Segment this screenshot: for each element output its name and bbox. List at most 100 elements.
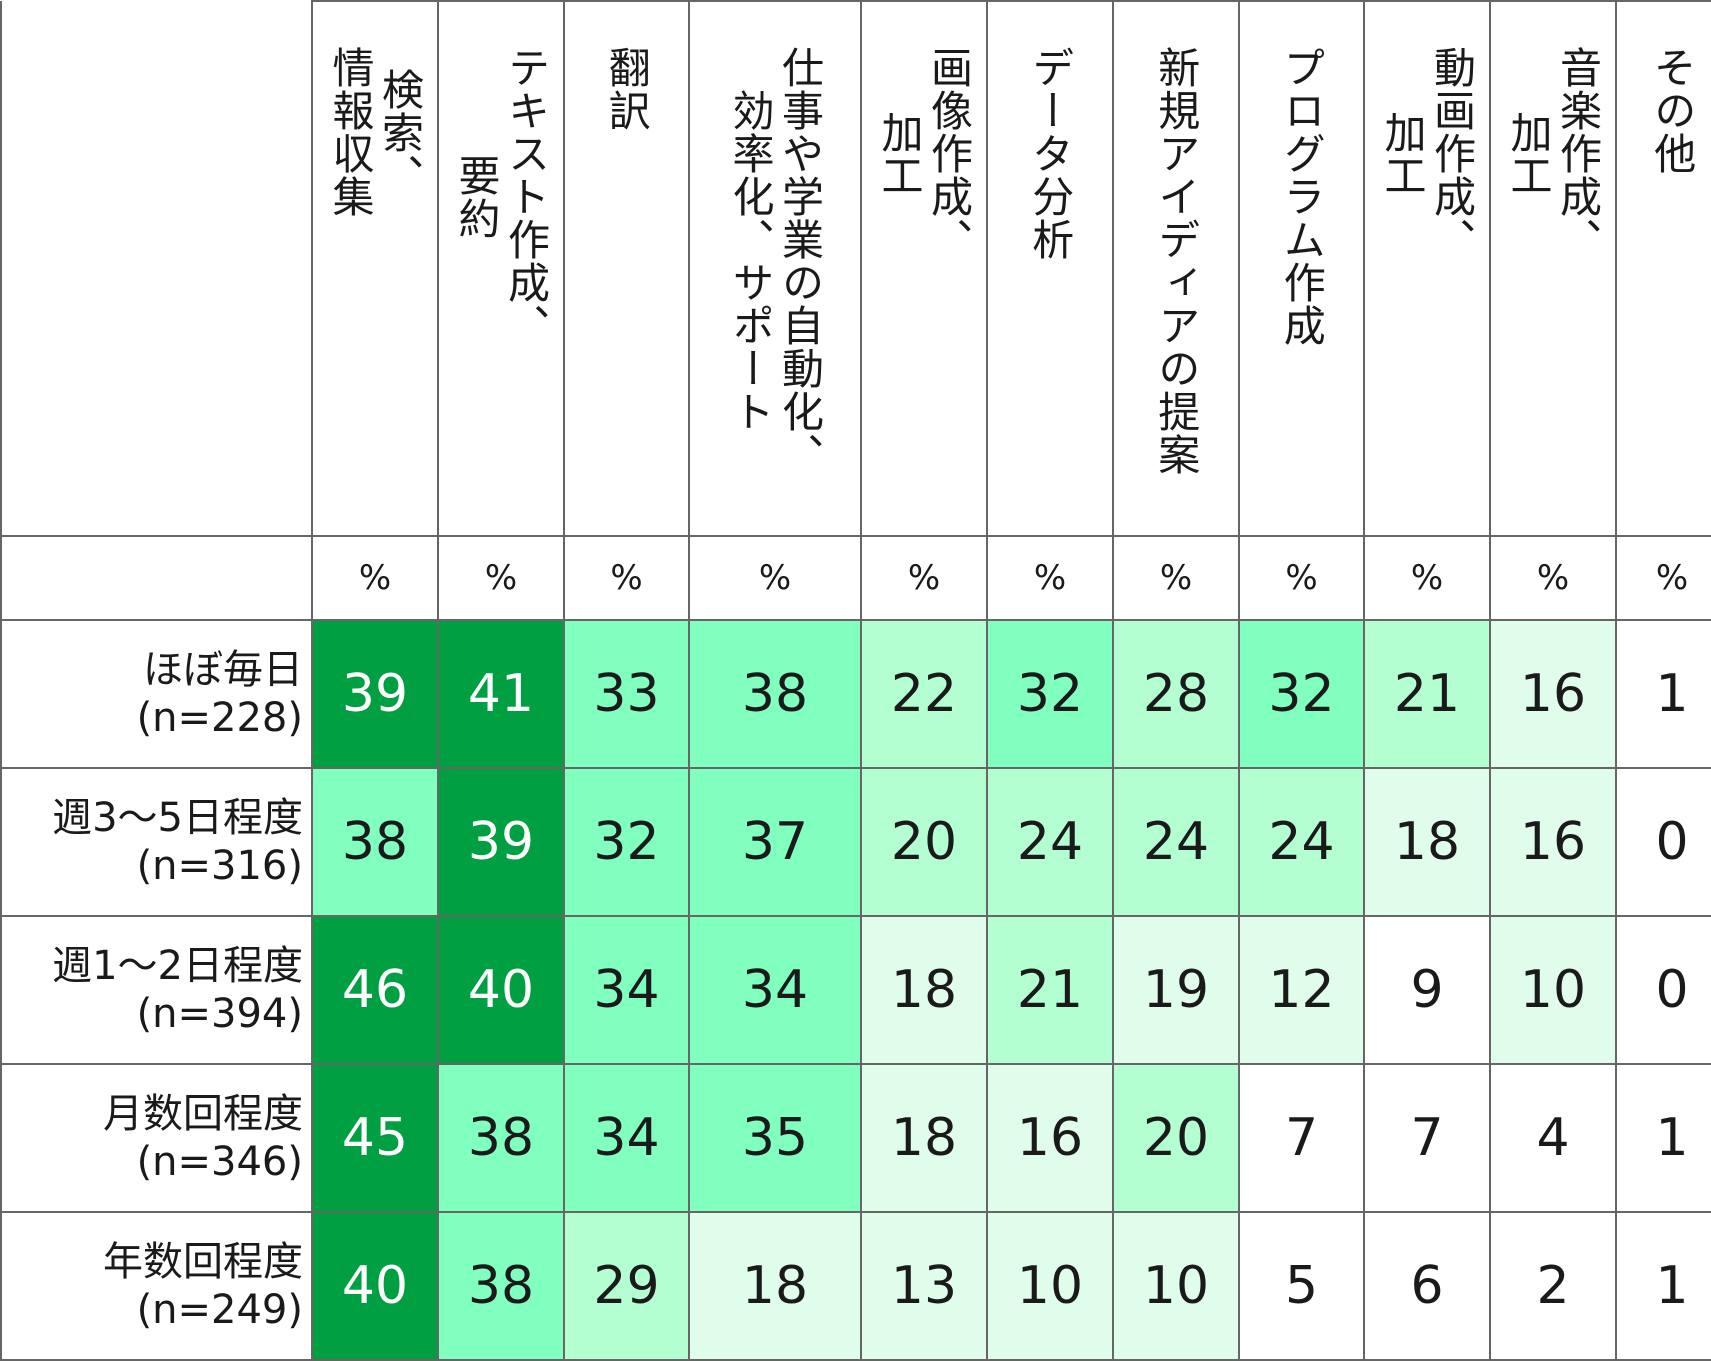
unit-label: % xyxy=(986,535,1114,621)
row-label: 週3～5日程度 (n=316) xyxy=(0,767,313,917)
heatmap-cell: 1 xyxy=(1615,619,1711,769)
heatmap-cell: 40 xyxy=(311,1211,439,1361)
heatmap-cell: 19 xyxy=(1112,915,1240,1065)
column-header-label: その他 xyxy=(1647,46,1697,175)
heatmap-cell: 10 xyxy=(1112,1211,1240,1361)
heatmap-cell: 18 xyxy=(860,1063,988,1213)
column-header-line: 仕事や学業の自動化、 xyxy=(775,46,825,476)
row-label-sample-size: (n=346) xyxy=(136,1139,303,1185)
heatmap-cell: 38 xyxy=(688,619,862,769)
heatmap-cell: 34 xyxy=(563,1063,690,1213)
heatmap-cell: 13 xyxy=(860,1211,988,1361)
unit-label: % xyxy=(1238,535,1365,621)
heatmap-cell: 5 xyxy=(1238,1211,1365,1361)
column-header-label: プログラム作成 xyxy=(1277,46,1327,347)
heatmap-cell: 39 xyxy=(437,767,565,917)
unit-label: % xyxy=(1112,535,1240,621)
table-row: 月数回程度 (n=346) 45 38 34 35 18 16 20 7 7 4 1 xyxy=(0,1063,1711,1213)
unit-label: % xyxy=(1615,535,1711,621)
column-header: 翻訳 xyxy=(563,0,690,537)
column-header-line: 動画作成、 xyxy=(1427,46,1477,261)
column-header-label: 音楽作成、 加工 xyxy=(1503,46,1603,261)
column-header: データ分析 xyxy=(986,0,1114,537)
column-header-line: 音楽作成、 xyxy=(1553,46,1603,261)
row-label: 年数回程度 (n=249) xyxy=(0,1211,313,1361)
heatmap-cell: 46 xyxy=(311,915,439,1065)
column-header: 画像作成、 加工 xyxy=(860,0,988,537)
heatmap-cell: 41 xyxy=(437,619,565,769)
heatmap-cell: 32 xyxy=(563,767,690,917)
row-label-name: 年数回程度 xyxy=(103,1239,303,1285)
row-label-name: ほぼ毎日 xyxy=(143,647,303,693)
heatmap-cell: 1 xyxy=(1615,1063,1711,1213)
heatmap-cell: 18 xyxy=(688,1211,862,1361)
row-label-name: 週3～5日程度 xyxy=(52,795,303,841)
heatmap-cell: 35 xyxy=(688,1063,862,1213)
unit-row-label-cell xyxy=(0,535,313,621)
row-label: 週1～2日程度 (n=394) xyxy=(0,915,313,1065)
heatmap-cell: 24 xyxy=(1238,767,1365,917)
heatmap-cell: 10 xyxy=(1489,915,1617,1065)
heatmap-cell: 10 xyxy=(986,1211,1114,1361)
column-header-line: 画像作成、 xyxy=(924,46,974,261)
column-header-line: 要約 xyxy=(452,153,501,240)
table-row: 週1～2日程度 (n=394) 46 40 34 34 18 21 19 12 9 10 0 xyxy=(0,915,1711,1065)
table-row: ほぼ毎日 (n=228) 39 41 33 38 22 32 28 32 21 16 1 xyxy=(0,619,1711,769)
column-header-line: 新規アイディアの提案 xyxy=(1151,46,1201,476)
heatmap-cell: 16 xyxy=(1489,619,1617,769)
heatmap-cell: 16 xyxy=(986,1063,1114,1213)
heatmap-cell: 28 xyxy=(1112,619,1240,769)
column-header-label: 画像作成、 加工 xyxy=(874,46,974,261)
column-header: 音楽作成、 加工 xyxy=(1489,0,1617,537)
heatmap-cell: 7 xyxy=(1238,1063,1365,1213)
column-header-label: 動画作成、 加工 xyxy=(1377,46,1477,261)
row-label: 月数回程度 (n=346) xyxy=(0,1063,313,1213)
corner-cell xyxy=(0,1,313,537)
heatmap-cell: 24 xyxy=(1112,767,1240,917)
unit-label: % xyxy=(1489,535,1617,621)
column-header: 検索、 情報収集 xyxy=(311,0,439,537)
column-header-line: 加工 xyxy=(1504,110,1553,197)
column-header: テキスト作成、 要約 xyxy=(437,0,565,537)
heatmap-cell: 34 xyxy=(688,915,862,1065)
heatmap-cell: 32 xyxy=(986,619,1114,769)
heatmap-cell: 20 xyxy=(860,767,988,917)
heatmap-cell: 0 xyxy=(1615,915,1711,1065)
row-label-sample-size: (n=394) xyxy=(136,991,303,1037)
column-header-line: 効率化、サポート xyxy=(726,89,775,433)
column-header-line: 検索、 xyxy=(375,67,425,197)
heatmap-cell: 16 xyxy=(1489,767,1617,917)
heatmap-cell: 45 xyxy=(311,1063,439,1213)
column-header-line: テキスト作成、 xyxy=(501,46,551,347)
heatmap-cell: 32 xyxy=(1238,619,1365,769)
unit-label: % xyxy=(311,535,439,621)
column-header-label: 新規アイディアの提案 xyxy=(1151,46,1201,476)
unit-row: %%%%%%%%%%% xyxy=(0,535,1711,621)
heatmap-cell: 38 xyxy=(311,767,439,917)
row-label-sample-size: (n=228) xyxy=(136,695,303,741)
heatmap-cell: 22 xyxy=(860,619,988,769)
heatmap-cell: 18 xyxy=(1363,767,1491,917)
heatmap-cell: 1 xyxy=(1615,1211,1711,1361)
column-header-line: 加工 xyxy=(1378,110,1427,197)
heatmap-cell: 6 xyxy=(1363,1211,1491,1361)
column-header-line: プログラム作成 xyxy=(1277,46,1327,347)
heatmap-cell: 34 xyxy=(563,915,690,1065)
column-header-line: その他 xyxy=(1647,46,1697,175)
unit-label: % xyxy=(860,535,988,621)
column-header: 仕事や学業の自動化、 効率化、サポート xyxy=(688,0,862,537)
heatmap-cell: 40 xyxy=(437,915,565,1065)
column-header-line: 加工 xyxy=(875,110,924,197)
heatmap-cell: 0 xyxy=(1615,767,1711,917)
heatmap-cell: 38 xyxy=(437,1063,565,1213)
row-label-sample-size: (n=249) xyxy=(136,1287,303,1333)
unit-label: % xyxy=(563,535,690,621)
heatmap-cell: 4 xyxy=(1489,1063,1617,1213)
unit-label: % xyxy=(1363,535,1491,621)
row-label-sample-size: (n=316) xyxy=(136,843,303,889)
column-header: その他 xyxy=(1615,0,1711,537)
column-header-label: 翻訳 xyxy=(602,46,652,132)
column-header-line: 翻訳 xyxy=(602,46,652,132)
